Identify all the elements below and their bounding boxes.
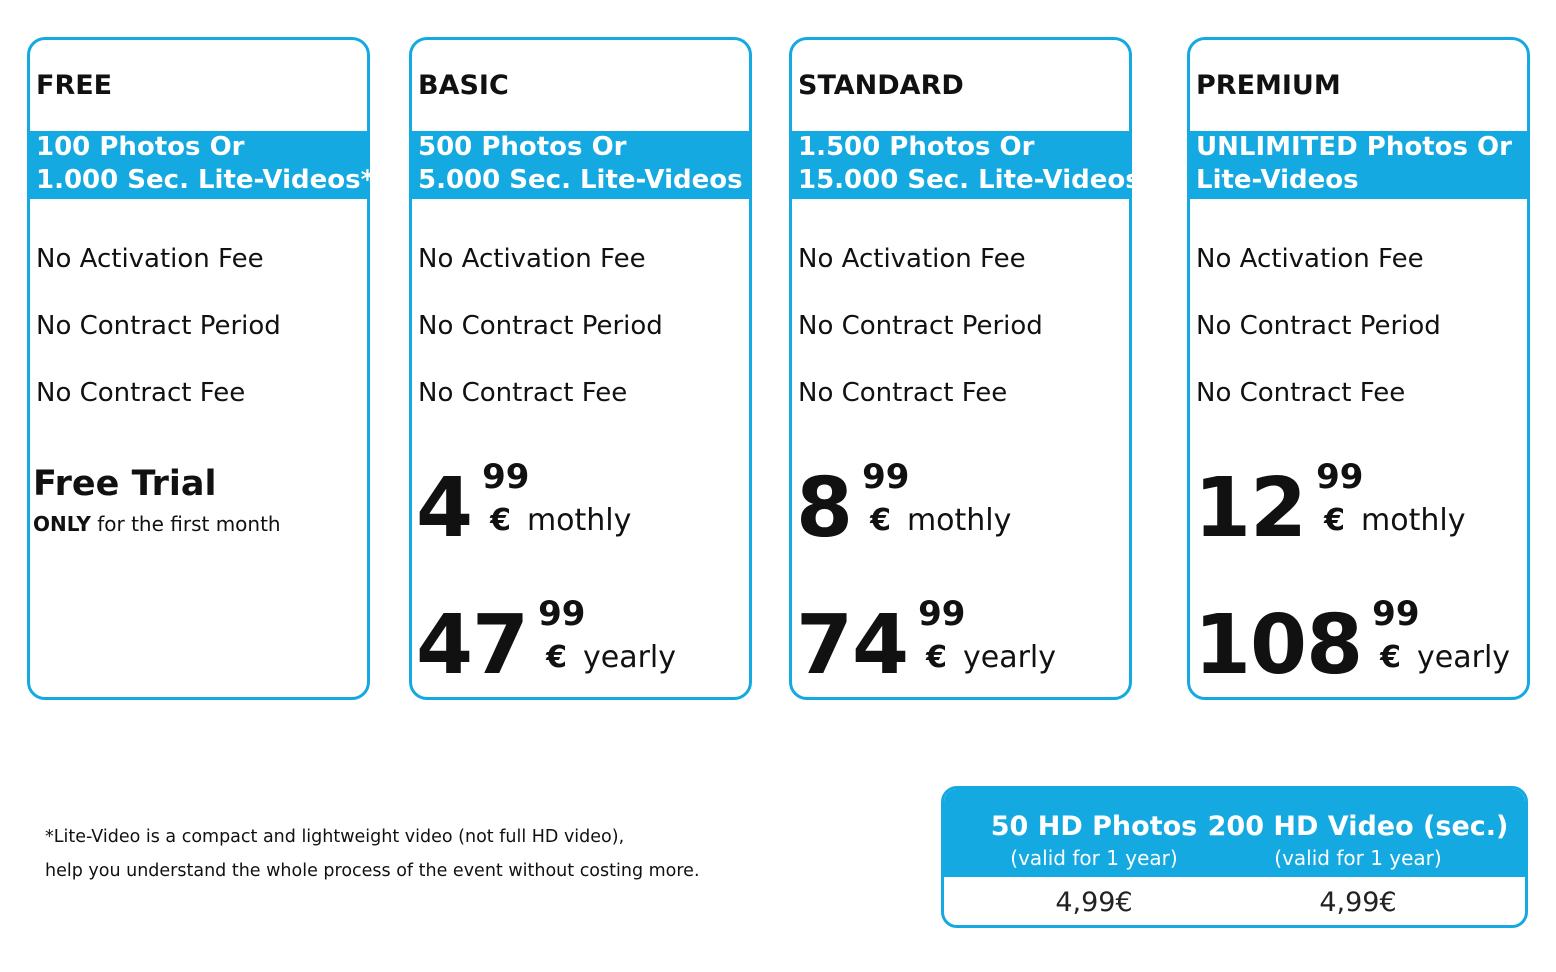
price: 108 99 € yearly xyxy=(1194,597,1510,687)
price-period: yearly xyxy=(963,640,1057,675)
plan-card: BASIC 500 Photos Or 5.000 Sec. Lite-Videos… xyxy=(409,37,752,700)
price-row: € yearly xyxy=(1380,641,1510,675)
price-whole: 47 xyxy=(416,598,529,693)
trial-title: Free Trial xyxy=(33,464,217,504)
price-whole: 4 xyxy=(416,461,473,556)
price-period: mothly xyxy=(526,503,632,538)
price-detail: 99 € mothly xyxy=(862,460,1011,538)
feature: No Contract Fee xyxy=(798,378,1008,408)
quota-line: 100 Photos Or xyxy=(36,132,245,162)
price-whole: 74 xyxy=(796,598,909,693)
price-cents: 99 xyxy=(1316,457,1364,497)
trial-note: ONLY for the first month xyxy=(33,512,281,536)
addon-price: 4,99€ xyxy=(1055,887,1133,918)
price-cents: 99 xyxy=(482,457,530,497)
plan-name: BASIC xyxy=(418,70,509,101)
feature: No Activation Fee xyxy=(36,244,264,274)
price-currency: € xyxy=(1324,503,1345,538)
price-detail: 99 € mothly xyxy=(1316,460,1465,538)
feature: No Contract Period xyxy=(418,311,663,341)
quota-line: 500 Photos Or xyxy=(418,132,627,162)
price-row: € yearly xyxy=(546,641,676,675)
price-currency: € xyxy=(1380,640,1402,675)
addon-title: 200 HD Video (sec.) xyxy=(1207,811,1509,842)
price: 12 99 € mothly xyxy=(1194,460,1465,550)
price-currency: € xyxy=(490,503,511,538)
addon-price: 4,99€ xyxy=(1319,887,1397,918)
footnote: help you understand the whole process of… xyxy=(45,861,700,881)
feature: No Contract Period xyxy=(1196,311,1441,341)
quota-line: UNLIMITED Photos Or xyxy=(1196,132,1512,162)
feature: No Activation Fee xyxy=(418,244,646,274)
price: 4 99 € mothly xyxy=(416,460,631,550)
trial-note-bold: ONLY xyxy=(33,512,91,536)
price-detail: 99 € yearly xyxy=(538,597,676,675)
addon-title: 50 HD Photos xyxy=(990,811,1198,842)
price-detail: 99 € yearly xyxy=(918,597,1056,675)
trial-note-text: for the first month xyxy=(97,512,281,536)
quota-band xyxy=(1190,131,1527,199)
price-currency: € xyxy=(546,640,567,675)
feature: No Contract Period xyxy=(36,311,281,341)
feature: No Contract Fee xyxy=(1196,378,1406,408)
quota-band xyxy=(412,131,749,199)
price-row: € yearly xyxy=(926,641,1056,675)
price-period: yearly xyxy=(583,640,677,675)
price-period: mothly xyxy=(906,503,1012,538)
price-cents: 99 xyxy=(538,594,586,634)
price-cents: 99 xyxy=(918,594,966,634)
addon-note: (valid for 1 year) xyxy=(1010,846,1178,870)
price-whole: 108 xyxy=(1194,598,1363,693)
feature: No Contract Fee xyxy=(418,378,628,408)
price: 74 99 € yearly xyxy=(796,597,1056,687)
price-row: € mothly xyxy=(1324,504,1465,538)
price-period: yearly xyxy=(1417,640,1511,675)
quota-line: 5.000 Sec. Lite-Videos xyxy=(418,165,743,195)
quota-line: Lite-Videos xyxy=(1196,165,1359,195)
feature: No Contract Fee xyxy=(36,378,246,408)
price-currency: € xyxy=(870,503,891,538)
price: 8 99 € mothly xyxy=(796,460,1011,550)
price-period: mothly xyxy=(1361,503,1466,538)
plan-name: STANDARD xyxy=(798,70,964,101)
feature: No Activation Fee xyxy=(798,244,1026,274)
quota-line: 1.500 Photos Or xyxy=(798,132,1035,162)
plan-card: PREMIUM UNLIMITED Photos Or Lite-Videos No … xyxy=(1187,37,1530,700)
addon-note: (valid for 1 year) xyxy=(1274,846,1442,870)
price-detail: 99 € mothly xyxy=(482,460,631,538)
plan-card: STANDARD 1.500 Photos Or 15.000 Sec. Lite-… xyxy=(789,37,1141,700)
quota-line: 15.000 Sec. Lite-Videos xyxy=(798,165,1141,195)
price-currency: € xyxy=(926,640,947,675)
plan-name: FREE xyxy=(36,70,113,101)
price-row: € mothly xyxy=(490,504,631,538)
addons-box: 50 HD Photos (valid for 1 year) 4,99€ 200 H… xyxy=(941,786,1528,928)
quota-line: 1.000 Sec. Lite-Videos* xyxy=(36,165,375,195)
quota-band xyxy=(30,131,367,199)
footnote: *Lite-Video is a compact and lightweight… xyxy=(45,827,625,847)
feature: No Activation Fee xyxy=(1196,244,1424,274)
feature: No Contract Period xyxy=(798,311,1043,341)
price: 47 99 € yearly xyxy=(416,597,676,687)
plan-card: FREE 100 Photos Or 1.000 Sec. Lite-Videos*… xyxy=(27,37,374,700)
addons-header xyxy=(944,789,1525,877)
price-row: € mothly xyxy=(870,504,1011,538)
price-whole: 12 xyxy=(1194,461,1307,556)
plan-name: PREMIUM xyxy=(1196,70,1341,101)
price-detail: 99 € yearly xyxy=(1372,597,1510,675)
price-cents: 99 xyxy=(1372,594,1420,634)
price-cents: 99 xyxy=(862,457,910,497)
price-whole: 8 xyxy=(796,461,853,556)
quota-band xyxy=(792,131,1129,199)
